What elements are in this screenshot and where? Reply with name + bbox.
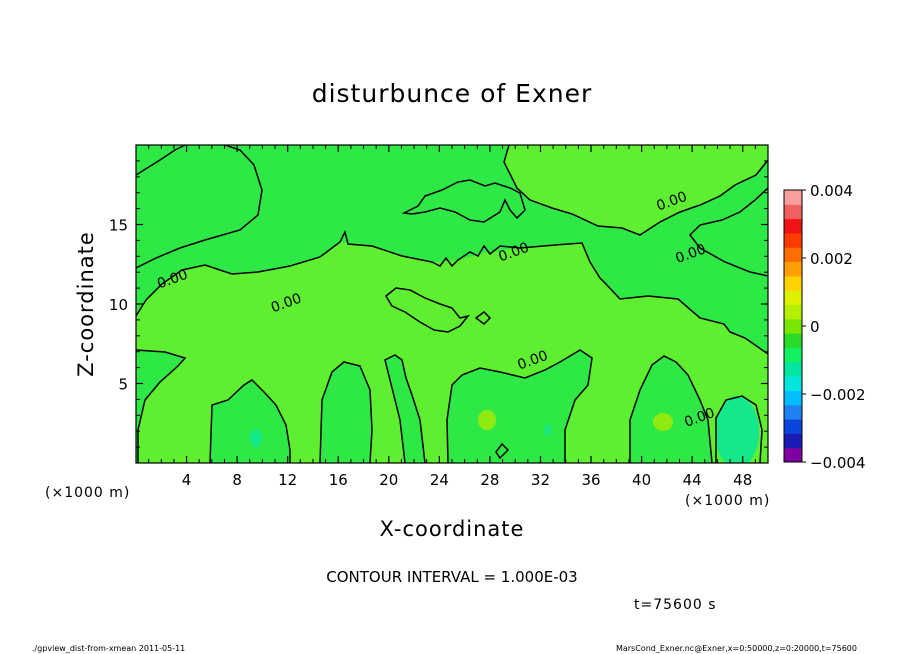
chart-title: disturbunce of Exner xyxy=(312,79,593,108)
x-tick-label: 24 xyxy=(430,471,449,489)
contour-upper-left xyxy=(136,145,186,176)
colorbar-swatch xyxy=(784,433,802,449)
colorbar-swatch xyxy=(784,333,802,348)
x-tick-label: 20 xyxy=(379,471,398,489)
x-tick-label: 4 xyxy=(182,471,192,489)
y-tick-label: 10 xyxy=(109,296,128,314)
contour-upper-band xyxy=(136,229,768,355)
colorbar-labels: 0.004 0.002 0 −0.002 −0.004 xyxy=(802,182,866,472)
max-patch-1 xyxy=(478,410,496,430)
x-tick-label: 40 xyxy=(632,471,651,489)
x-tick-label: 12 xyxy=(278,471,297,489)
x-tick-label: 36 xyxy=(581,471,600,489)
colorbar-swatch xyxy=(784,318,802,334)
x-tick-label: 28 xyxy=(480,471,499,489)
colorbar-swatch xyxy=(784,347,802,363)
colorbar-tick-label: 0 xyxy=(810,318,820,336)
x-axis-title: X-coordinate xyxy=(380,517,525,541)
colorbar-swatch xyxy=(784,290,802,306)
colorbar-tick-label: −0.002 xyxy=(810,386,866,404)
lower-left-band xyxy=(136,350,185,463)
colorbar-swatch xyxy=(784,261,802,277)
min-patches xyxy=(250,396,759,463)
y-tick-label: 5 xyxy=(118,376,128,394)
min-patch-mid xyxy=(545,424,551,436)
y-tick-label: 15 xyxy=(109,217,128,235)
colorbar-tick-label: 0.004 xyxy=(810,182,853,200)
x-axis-ticks: 4 8 12 16 20 24 28 32 36 40 44 48 xyxy=(148,145,756,489)
y-axis-ticks: 5 10 15 xyxy=(109,160,768,448)
x-tick-label: 8 xyxy=(232,471,242,489)
min-patch-right xyxy=(715,396,759,463)
colorbar-swatch xyxy=(784,204,802,220)
contour-upper-mid xyxy=(401,179,526,223)
contour-lines xyxy=(136,145,768,463)
min-patch-left xyxy=(250,429,262,447)
footer-right: MarsCond_Exner.nc@Exner,x=0:50000,z=0:20… xyxy=(616,644,857,653)
plot-area: 0.000.000.000.000.000.000.00 xyxy=(136,145,768,463)
contour-interval-text: CONTOUR INTERVAL = 1.000E-03 xyxy=(326,568,577,586)
colorbar-swatch xyxy=(784,376,802,391)
colorbar-swatch xyxy=(784,419,802,434)
contour-lower-4 xyxy=(446,349,593,463)
contour-upper-right xyxy=(503,145,768,236)
negative-band-regions xyxy=(136,145,768,463)
colorbar-tick-label: 0.002 xyxy=(810,250,853,268)
y-axis-title: Z-coordinate xyxy=(74,231,98,377)
y-unit-label: (×1000 m) xyxy=(45,485,130,501)
x-tick-label: 44 xyxy=(683,471,702,489)
max-patch-2 xyxy=(653,413,673,431)
contour-right-upper-2 xyxy=(689,187,768,277)
lower-band-4 xyxy=(447,350,592,463)
x-tick-label: 32 xyxy=(531,471,550,489)
contour-lower-1 xyxy=(209,379,291,463)
contour-lower-2 xyxy=(319,361,373,463)
lower-band-3 xyxy=(385,355,425,463)
colorbar-swatch xyxy=(784,390,802,406)
contour-lower-left xyxy=(136,349,187,463)
x-tick-label: 16 xyxy=(329,471,348,489)
x-unit-label: (×1000 m) xyxy=(685,493,770,509)
contour-min-right xyxy=(715,395,763,463)
colorbar-swatch xyxy=(784,447,802,463)
colorbar-tick-label: −0.004 xyxy=(810,454,866,472)
upper-band-region xyxy=(136,145,768,354)
colorbar-swatch xyxy=(784,232,802,248)
footer-left: ./gpview_dist-from-xmean 2011-05-11 xyxy=(32,644,185,653)
contour-island xyxy=(385,287,470,333)
max-patches xyxy=(478,410,673,431)
colorbar-swatch xyxy=(784,247,802,263)
contour-upper-left-2 xyxy=(136,145,263,269)
colorbar-swatch xyxy=(784,218,802,234)
time-text: t=75600 s xyxy=(634,597,717,613)
colorbar xyxy=(784,190,802,463)
lower-band-2 xyxy=(320,362,372,463)
contour-lower-3 xyxy=(384,354,426,463)
lower-band-1 xyxy=(210,380,290,463)
contour-lower-5 xyxy=(629,355,713,463)
colorbar-swatch xyxy=(784,361,802,377)
colorbar-swatch xyxy=(784,190,802,205)
x-tick-label: 48 xyxy=(733,471,752,489)
colorbar-swatch xyxy=(784,304,802,320)
contour-small-loop-2 xyxy=(495,442,510,460)
colorbar-swatch xyxy=(784,275,802,291)
contour-small-loop xyxy=(474,311,492,325)
colorbar-swatch xyxy=(784,404,802,420)
